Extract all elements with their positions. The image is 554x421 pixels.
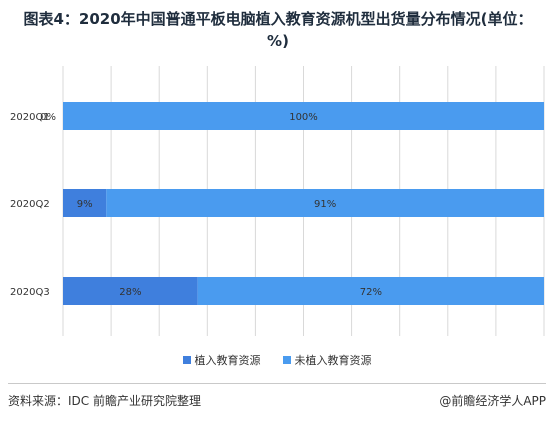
- bar-segment: [63, 277, 198, 305]
- bars: [63, 102, 544, 305]
- data-label: 72%: [360, 287, 382, 298]
- legend-label-not-embedded: 未植入教育资源: [294, 354, 372, 367]
- chart-title: 图表4：2020年中国普通平板电脑植入教育资源机型出货量分布情况(单位：%): [23, 10, 533, 50]
- category-label: 2020Q3: [10, 287, 50, 298]
- category-label: 2020Q2: [10, 199, 50, 210]
- bar-segment: [106, 189, 544, 217]
- legend-swatch-embedded: [182, 356, 191, 364]
- data-label: 0%: [40, 112, 56, 123]
- data-label: 91%: [314, 199, 336, 210]
- legend-swatch-not-embedded: [282, 356, 291, 364]
- source-note: 资料来源：IDC 前瞻产业研究院整理: [8, 394, 201, 408]
- footer-divider: [8, 383, 546, 384]
- legend: 植入教育资源 未植入教育资源: [0, 352, 554, 368]
- legend-item-embedded: 植入教育资源: [182, 352, 261, 368]
- data-label: 28%: [119, 287, 141, 298]
- category-labels: 2020Q1 2020Q2 2020Q3: [10, 112, 50, 298]
- data-labels: 0% 100% 9% 91% 28% 72%: [40, 112, 382, 298]
- category-label: 2020Q1: [10, 112, 50, 123]
- data-label: 100%: [289, 112, 318, 123]
- legend-label-embedded: 植入教育资源: [194, 354, 261, 367]
- bar-segment: [63, 189, 107, 217]
- brand-credit: @前瞻经济学人APP: [439, 394, 546, 408]
- legend-item-not-embedded: 未植入教育资源: [282, 352, 372, 368]
- bar-segment: [197, 277, 544, 305]
- bar-segment: [63, 102, 544, 130]
- data-label: 9%: [77, 199, 93, 210]
